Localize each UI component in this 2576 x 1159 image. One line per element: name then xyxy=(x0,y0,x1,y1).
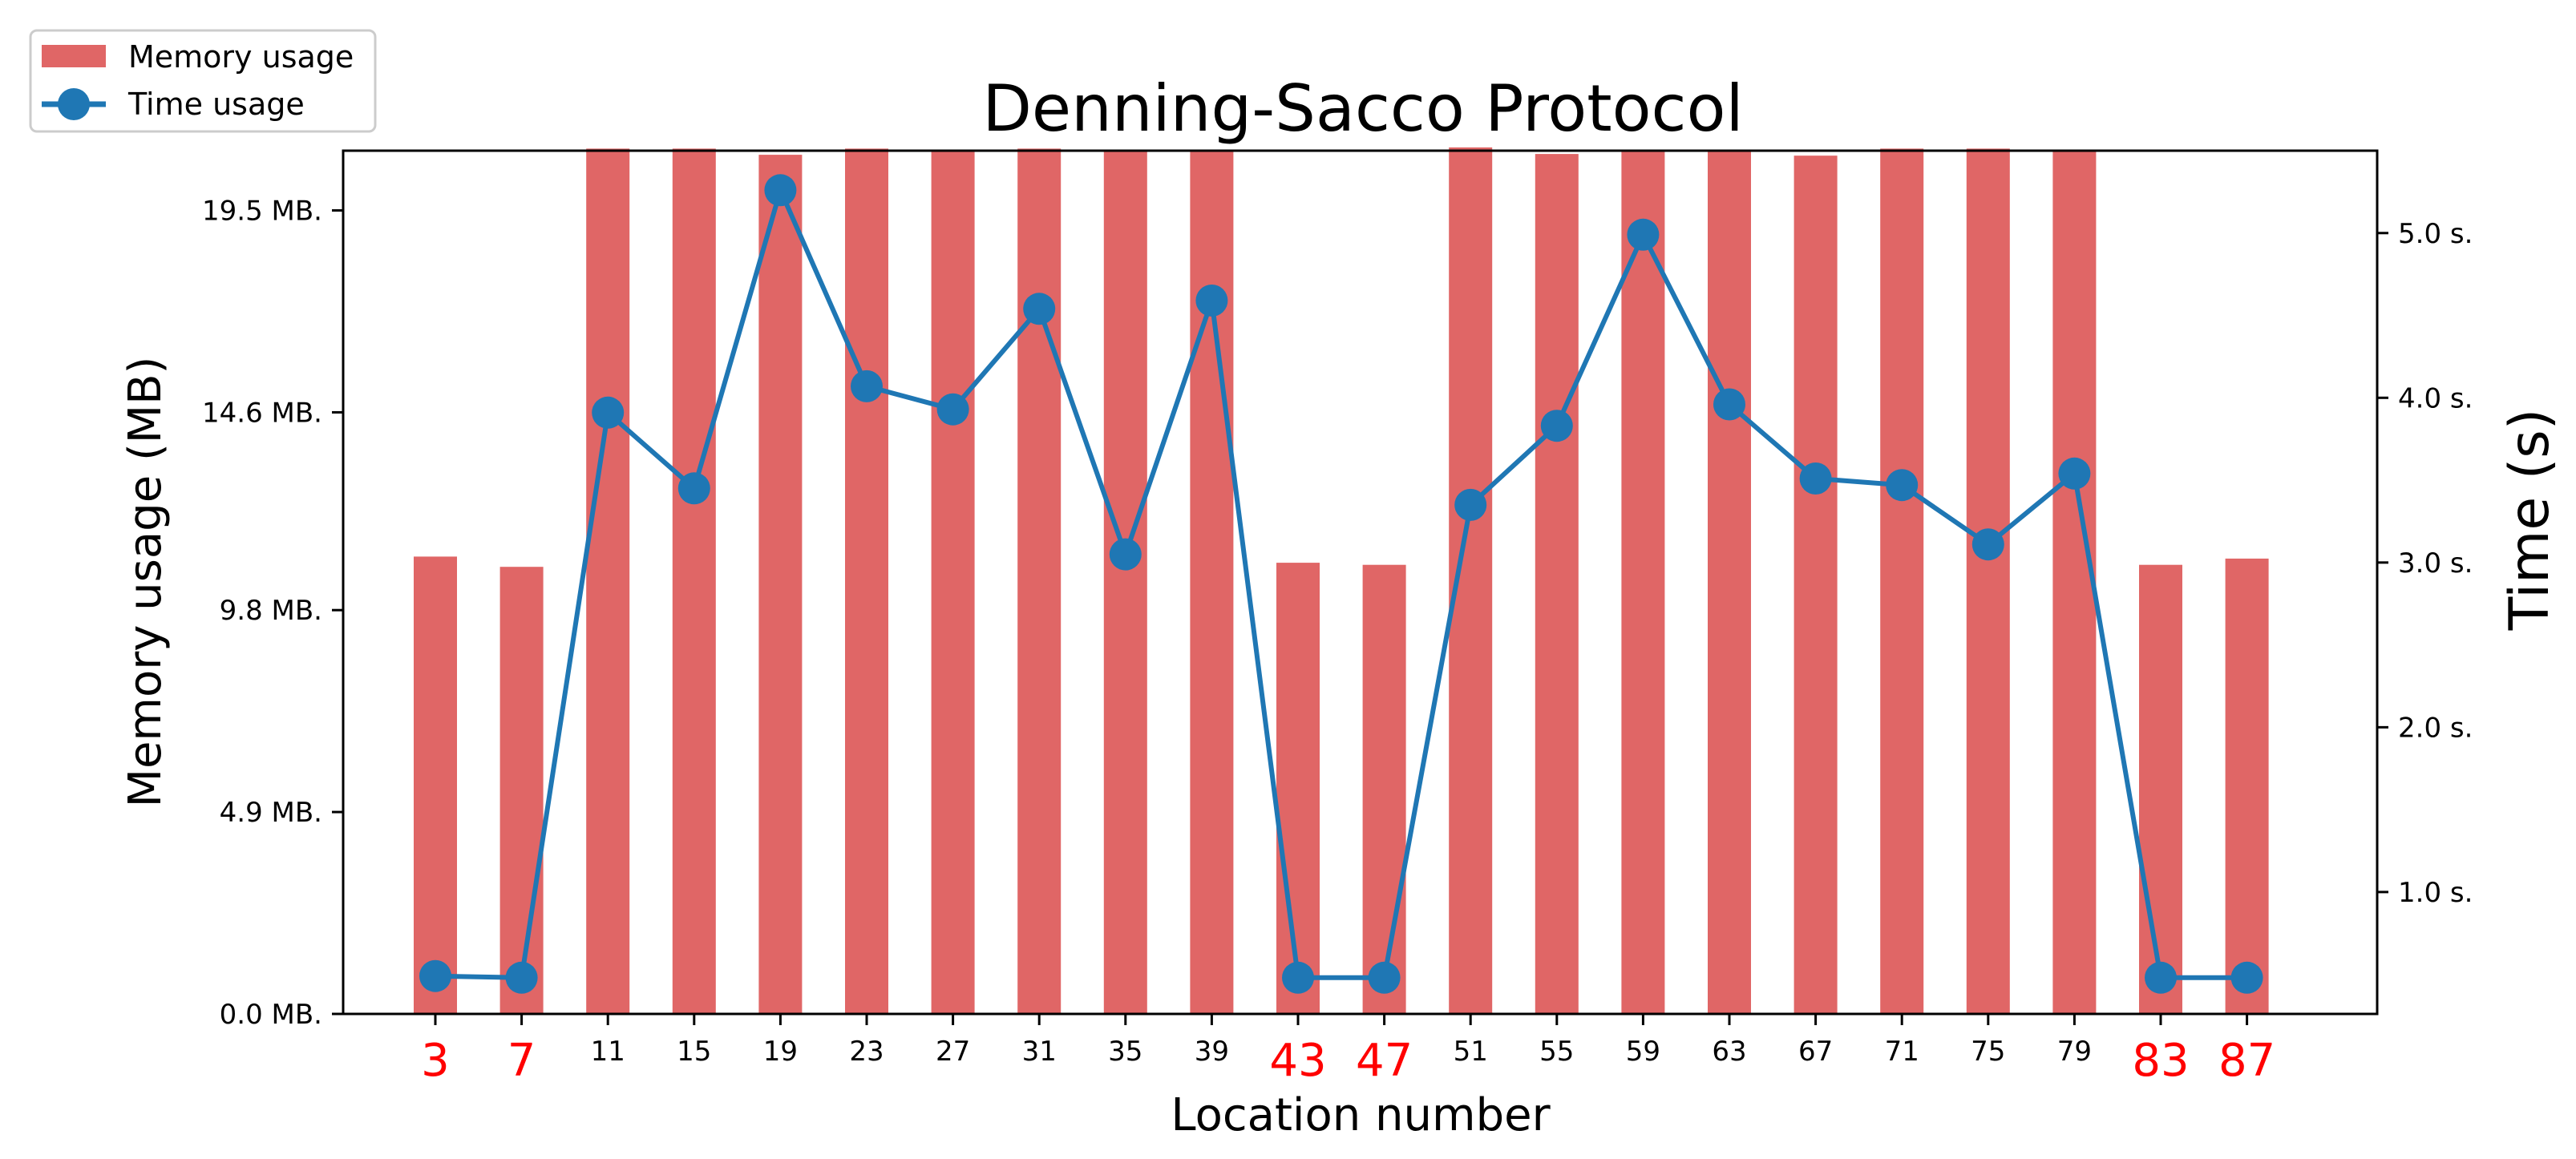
line-series-time xyxy=(419,174,2263,994)
bar-63 xyxy=(1708,151,1751,1014)
xtick-label-15: 15 xyxy=(677,1036,711,1068)
bar-15 xyxy=(672,148,716,1014)
bar-79 xyxy=(2052,150,2097,1014)
bar-67 xyxy=(1793,155,1838,1015)
ytick-right-label: 4.0 s. xyxy=(2398,382,2473,414)
xtick-label-47: 47 xyxy=(1356,1035,1413,1087)
point-63 xyxy=(1713,388,1745,421)
point-67 xyxy=(1799,462,1832,495)
bar-83 xyxy=(2139,564,2182,1014)
point-15 xyxy=(677,472,710,505)
xtick-label-55: 55 xyxy=(1539,1036,1574,1068)
ytick-left-label: 19.5 MB. xyxy=(202,196,322,228)
xtick-label-3: 3 xyxy=(421,1035,450,1087)
xtick-label-79: 79 xyxy=(2057,1036,2092,1068)
ytick-left-label: 0.0 MB. xyxy=(220,999,322,1031)
point-23 xyxy=(851,370,883,402)
xtick-label-39: 39 xyxy=(1195,1036,1229,1068)
ytick-left-label: 9.8 MB. xyxy=(220,595,322,627)
xtick-label-35: 35 xyxy=(1108,1036,1142,1068)
bar-55 xyxy=(1535,154,1579,1015)
y-axis-label-right: Time (s) xyxy=(2498,409,2562,632)
point-7 xyxy=(505,961,538,994)
bar-11 xyxy=(586,148,630,1014)
bar-35 xyxy=(1103,150,1147,1014)
bar-75 xyxy=(1966,148,2010,1014)
point-47 xyxy=(1368,961,1401,994)
point-83 xyxy=(2145,961,2177,994)
bar-39 xyxy=(1190,151,1234,1014)
point-71 xyxy=(1886,469,1919,502)
ytick-left-label: 14.6 MB. xyxy=(202,397,322,429)
legend-label-time: Time usage xyxy=(127,87,305,122)
bar-7 xyxy=(499,567,544,1014)
x-axis: 3 7 11 15 19 23 27 31 35 39 43 47 51 55 59 63 67 71 75 79 83… xyxy=(421,1014,2275,1087)
bar-series-memory xyxy=(414,147,2269,1015)
xtick-label-83: 83 xyxy=(2132,1035,2189,1087)
point-19 xyxy=(764,174,797,207)
point-87 xyxy=(2230,961,2263,994)
legend: Memory usage Time usage xyxy=(29,29,377,133)
bar-3 xyxy=(414,556,457,1014)
point-79 xyxy=(2058,457,2091,490)
point-11 xyxy=(592,396,625,429)
bar-31 xyxy=(1017,148,1062,1014)
ytick-right-label: 2.0 s. xyxy=(2398,712,2473,744)
plot-frame xyxy=(342,149,2379,1016)
time-line xyxy=(435,188,2247,980)
bar-43 xyxy=(1276,563,1320,1014)
point-3 xyxy=(419,959,451,992)
bar-87 xyxy=(2225,558,2269,1014)
bar-59 xyxy=(1621,150,1665,1014)
legend-label-memory: Memory usage xyxy=(128,39,354,75)
chart-title: Denning-Sacco Protocol xyxy=(982,71,1743,146)
bar-23 xyxy=(845,148,888,1014)
point-35 xyxy=(1109,538,1142,571)
xtick-label-71: 71 xyxy=(1885,1036,1919,1068)
y-axis-label-left: Memory usage (MB) xyxy=(119,357,172,808)
ytick-right-label: 3.0 s. xyxy=(2398,547,2473,580)
xtick-label-87: 87 xyxy=(2218,1035,2275,1087)
xtick-label-11: 11 xyxy=(591,1036,625,1068)
bar-27 xyxy=(931,151,975,1014)
point-43 xyxy=(1282,961,1314,994)
point-55 xyxy=(1540,410,1573,442)
ytick-right-label: 1.0 s. xyxy=(2398,877,2473,909)
xtick-label-59: 59 xyxy=(1626,1036,1660,1068)
legend-marker-time xyxy=(58,88,90,120)
xtick-label-43: 43 xyxy=(1269,1035,1326,1087)
xtick-label-51: 51 xyxy=(1454,1036,1488,1068)
ytick-right-label: 5.0 s. xyxy=(2398,218,2473,250)
xtick-label-75: 75 xyxy=(1971,1036,2005,1068)
legend-swatch-memory xyxy=(42,45,106,67)
point-75 xyxy=(1971,528,2004,561)
point-39 xyxy=(1195,285,1228,317)
y-axis-left: 0.0 MB. 4.9 MB. 9.8 MB. 14.6 MB. 19.5 MB. xyxy=(202,196,343,1031)
ytick-left-label: 4.9 MB. xyxy=(220,797,322,829)
xtick-label-7: 7 xyxy=(508,1035,536,1087)
xtick-label-31: 31 xyxy=(1022,1036,1057,1068)
point-27 xyxy=(936,393,969,426)
point-51 xyxy=(1454,488,1487,521)
x-axis-label: Location number xyxy=(1171,1089,1551,1141)
point-59 xyxy=(1627,218,1660,251)
xtick-label-27: 27 xyxy=(936,1036,970,1068)
bar-71 xyxy=(1880,148,1924,1014)
xtick-label-67: 67 xyxy=(1798,1036,1833,1068)
bar-47 xyxy=(1362,564,1406,1014)
xtick-label-19: 19 xyxy=(763,1036,798,1068)
legend-frame xyxy=(29,29,377,133)
bar-19 xyxy=(758,155,803,1015)
xtick-label-23: 23 xyxy=(849,1036,884,1068)
point-31 xyxy=(1023,293,1056,325)
xtick-label-63: 63 xyxy=(1712,1036,1746,1068)
y-axis-right: 1.0 s. 2.0 s. 3.0 s. 4.0 s. 5.0 s. xyxy=(2377,218,2473,909)
